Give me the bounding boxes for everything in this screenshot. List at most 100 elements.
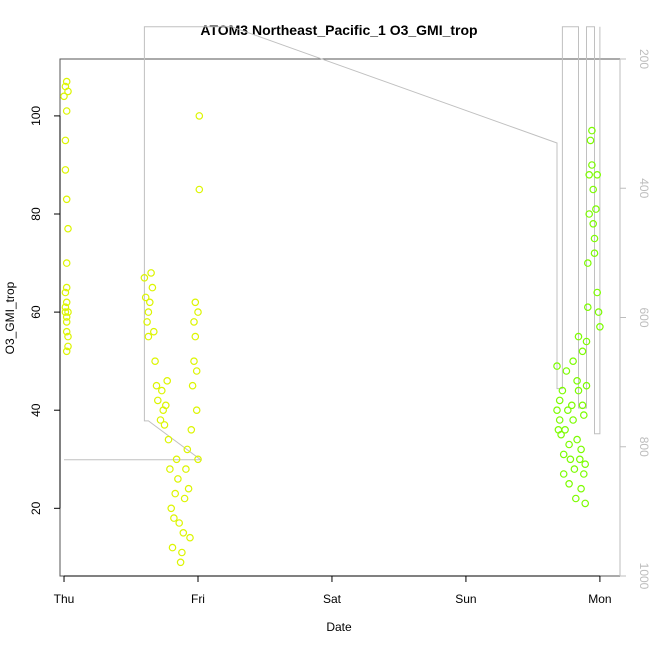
data-point: [562, 367, 571, 375]
pressure-line: [64, 26, 601, 461]
data-point: [586, 136, 595, 145]
x-axis: Thu Fri Sat Sun Mon: [54, 575, 612, 606]
data-point: [140, 273, 149, 282]
data-point: [577, 484, 585, 493]
data-point: [566, 455, 575, 464]
x-tick-label: Fri: [191, 592, 205, 606]
data-point: [592, 205, 600, 213]
y2-tick-label: 400: [637, 178, 650, 198]
data-point: [577, 445, 585, 454]
data-point: [61, 288, 70, 297]
data-point: [190, 318, 198, 326]
data-point: [192, 367, 201, 375]
data-point: [64, 332, 72, 341]
data-point: [162, 401, 170, 410]
data-point: [578, 401, 587, 410]
y2-axis: 200 400 600 800 1000: [619, 49, 650, 590]
data-point: [553, 406, 561, 415]
data-point: [574, 332, 583, 341]
data-point: [144, 308, 153, 316]
data-point: [151, 357, 159, 366]
data-point: [60, 92, 68, 101]
x-axis-label: Date: [326, 620, 352, 634]
data-point: [146, 298, 154, 307]
data-point: [64, 87, 72, 96]
y-tick-label: 40: [29, 403, 43, 417]
y-tick-label: 20: [29, 501, 43, 515]
data-point: [152, 381, 161, 390]
y-tick-label: 100: [29, 106, 43, 126]
data-point: [186, 533, 194, 542]
data-point: [195, 112, 204, 120]
data-point: [559, 470, 568, 478]
data-point: [64, 224, 72, 233]
data-point: [578, 347, 587, 356]
data-point: [172, 455, 181, 464]
data-point: [588, 161, 596, 169]
data-point: [582, 337, 591, 346]
data-point: [61, 136, 70, 145]
data-point: [62, 327, 71, 336]
data-point: [573, 376, 581, 385]
data-point: [585, 171, 594, 179]
x-tick-label: Sun: [455, 592, 476, 606]
data-point: [166, 465, 174, 473]
data-point: [61, 308, 70, 316]
data-point: [174, 475, 182, 483]
x-tick-label: Mon: [588, 592, 611, 606]
data-point: [575, 455, 584, 464]
data-point: [583, 259, 592, 267]
data-point: [156, 416, 165, 424]
data-point: [565, 479, 573, 488]
data-point: [194, 455, 202, 464]
data-point: [61, 166, 70, 174]
data-point: [555, 396, 564, 405]
data-point: [178, 548, 186, 557]
data-point: [154, 396, 162, 405]
data-point: [179, 528, 188, 537]
data-point: [187, 425, 196, 434]
data-point: [594, 308, 603, 316]
data-point: [194, 308, 202, 316]
data-point: [188, 381, 197, 390]
data-point: [589, 220, 598, 228]
y-axis-label: O3_GMI_trop: [3, 281, 17, 354]
data-point: [62, 77, 71, 86]
y-tick-label: 60: [29, 305, 43, 319]
data-point: [590, 234, 599, 243]
data-point: [150, 327, 158, 336]
y2-tick-label: 200: [637, 49, 650, 69]
data-point: [579, 470, 588, 478]
data-point: [596, 322, 604, 331]
data-point: [180, 494, 189, 503]
data-point: [573, 435, 581, 444]
data-point: [64, 308, 72, 316]
data-point: [565, 440, 573, 449]
data-point: [563, 406, 572, 415]
data-point: [175, 519, 184, 527]
data-point: [191, 298, 200, 307]
data-point: [148, 283, 157, 292]
data-point: [62, 283, 71, 292]
data-point: [559, 450, 568, 459]
data-point: [143, 318, 151, 326]
y2-tick-label: 800: [637, 437, 650, 457]
data-point: [558, 386, 567, 395]
data-point: [171, 489, 180, 498]
data-point: [62, 298, 71, 307]
data-point: [62, 259, 71, 267]
y2-tick-label: 600: [637, 307, 650, 327]
chart-title: ATOM3 Northeast_Pacific_1 O3_GMI_trop: [200, 22, 477, 38]
data-point: [571, 494, 580, 503]
data-point: [62, 107, 71, 115]
data-point: [593, 171, 602, 179]
x-tick-label: Sat: [323, 592, 342, 606]
data-point: [585, 210, 594, 218]
data-point: [160, 421, 169, 429]
data-point: [581, 460, 590, 469]
data-point: [579, 411, 588, 419]
data-point: [553, 362, 561, 370]
data-point: [64, 342, 72, 351]
data-point: [555, 416, 564, 424]
data-point: [581, 499, 590, 508]
